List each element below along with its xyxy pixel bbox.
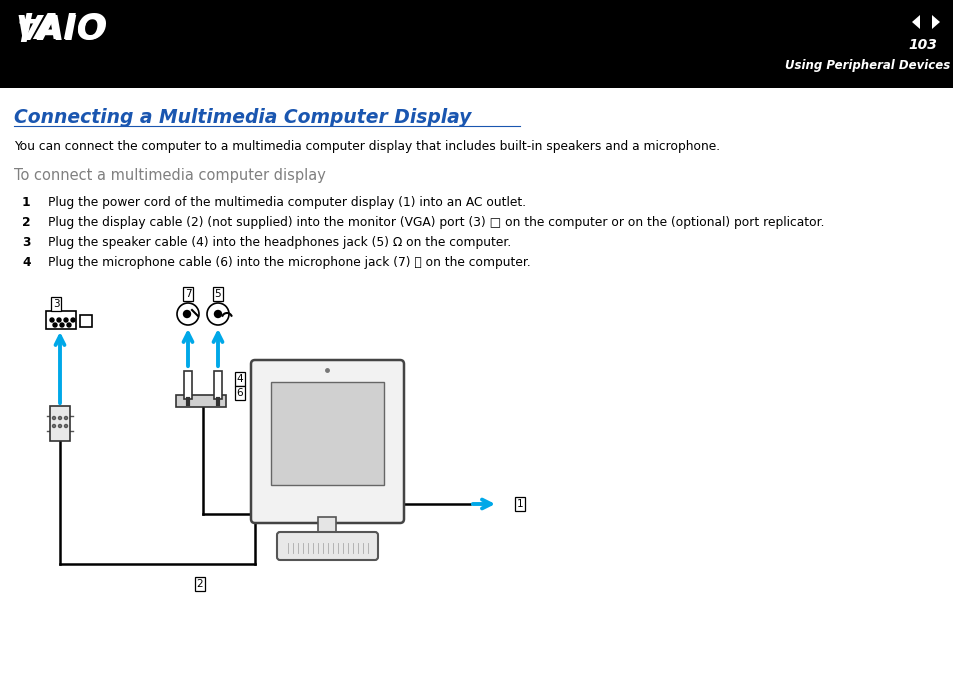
Polygon shape [911,15,919,29]
Bar [213,371,222,399]
Text: 7: 7 [185,289,192,299]
Text: 4: 4 [22,256,30,269]
Circle shape [65,425,68,427]
Text: To connect a multimedia computer display: To connect a multimedia computer display [14,168,326,183]
Circle shape [183,311,191,317]
Text: 1: 1 [517,499,523,509]
Text: You can connect the computer to a multimedia computer display that includes buil: You can connect the computer to a multim… [14,140,720,153]
Text: 2: 2 [196,579,203,589]
Bar [175,395,226,407]
Circle shape [50,318,54,322]
Text: VAIO: VAIO [15,13,105,47]
FancyBboxPatch shape [251,360,403,523]
Bar [50,406,70,441]
FancyBboxPatch shape [276,532,377,560]
Circle shape [64,318,68,322]
Text: 103: 103 [907,38,936,52]
Bar [271,382,384,485]
Circle shape [65,417,68,419]
Text: 1: 1 [22,196,30,209]
Bar [318,517,336,535]
Circle shape [177,303,199,325]
Text: Using Peripheral Devices: Using Peripheral Devices [784,59,949,71]
Circle shape [58,425,61,427]
Text: Plug the power cord of the multimedia computer display (1) into an AC outlet.: Plug the power cord of the multimedia co… [48,196,525,209]
Text: Plug the speaker cable (4) into the headphones jack (5) Ω on the computer.: Plug the speaker cable (4) into the head… [48,236,511,249]
Circle shape [214,311,221,317]
Text: †AIO: †AIO [18,11,109,45]
Bar [0,0,953,88]
Circle shape [58,417,61,419]
Circle shape [53,323,57,327]
Bar [80,315,91,327]
Text: 4: 4 [236,374,243,384]
Bar [46,311,76,329]
Circle shape [67,323,71,327]
Text: 5: 5 [214,289,221,299]
Text: Connecting a Multimedia Computer Display: Connecting a Multimedia Computer Display [14,108,471,127]
Text: Plug the microphone cable (6) into the microphone jack (7) ⤅ on the computer.: Plug the microphone cable (6) into the m… [48,256,530,269]
Circle shape [52,417,55,419]
Text: 6: 6 [236,388,243,398]
Circle shape [71,318,75,322]
Text: 2: 2 [22,216,30,229]
Polygon shape [931,15,939,29]
Bar [184,371,192,399]
Circle shape [52,425,55,427]
Circle shape [207,303,229,325]
Circle shape [60,323,64,327]
Text: 3: 3 [22,236,30,249]
Circle shape [57,318,61,322]
Text: Plug the display cable (2) (not supplied) into the monitor (VGA) port (3) □ on t: Plug the display cable (2) (not supplied… [48,216,823,229]
Text: 3: 3 [52,299,59,309]
